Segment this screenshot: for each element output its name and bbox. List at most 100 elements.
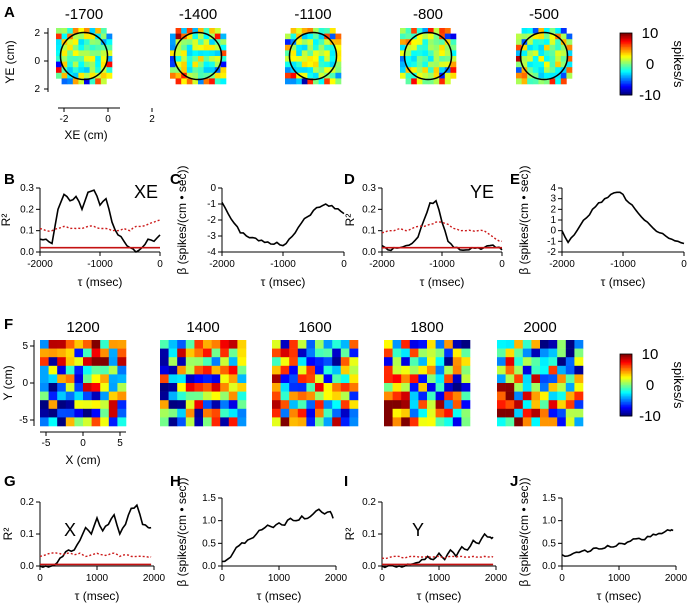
heatmap-cell — [439, 50, 446, 57]
heatmap-cell — [181, 39, 188, 46]
heatmap-cell — [108, 357, 118, 367]
heatmap-cell — [444, 348, 454, 358]
heatmap-cell — [565, 357, 575, 367]
heatmap-cell — [349, 340, 359, 349]
colorbar-step — [620, 375, 632, 378]
heatmap-cell — [83, 408, 92, 418]
heatmap-cell — [444, 72, 451, 79]
annotation-B: XE — [134, 182, 158, 202]
ytick-C: 0 — [210, 183, 216, 194]
heatmap-cell — [106, 39, 113, 46]
heatmap-cell — [289, 365, 299, 375]
colorbar-step — [620, 34, 632, 37]
xlabel-E: τ (msec) — [601, 275, 646, 289]
heatmap-cell — [566, 50, 573, 57]
heatmap-cell — [555, 67, 562, 74]
heatmap-cell — [557, 374, 567, 384]
heatmap-cell — [422, 28, 429, 34]
heatmap-cell — [106, 72, 113, 79]
panel-letter-F: F — [4, 316, 13, 333]
heatmap-cell — [329, 61, 336, 68]
colorbar-step — [620, 363, 632, 366]
heatmap-cell — [422, 67, 429, 74]
ytick-D: 0.2 — [362, 204, 376, 215]
heatmap-cell — [444, 50, 451, 57]
heatmap-cell — [168, 391, 178, 401]
xlabel-C: τ (msec) — [261, 275, 306, 289]
heatmap-cell — [548, 340, 558, 349]
heatmap-cell — [78, 72, 85, 79]
heatmap-cell — [549, 50, 556, 57]
colorbar-A — [619, 32, 633, 96]
heatmap-cell — [401, 348, 411, 358]
heatmap-cell — [100, 28, 107, 34]
heatmap-cell — [211, 417, 221, 427]
heatmap-cell — [95, 72, 102, 79]
heatmap-cell — [349, 383, 359, 392]
heatmap-cell — [439, 61, 446, 68]
heatmap-cell — [566, 61, 573, 68]
heatmap-cell — [318, 44, 325, 51]
heatmap-cell — [435, 417, 445, 427]
xtick-D: 0 — [499, 259, 505, 270]
heatmap-cell — [532, 28, 539, 34]
heatmap-cell — [67, 61, 74, 68]
heatmap-cell — [557, 348, 567, 358]
heatmap-cell — [384, 374, 393, 384]
xtick-J: 1000 — [608, 573, 631, 584]
heatmap-cell — [313, 33, 319, 40]
heatmap-cell — [411, 56, 418, 62]
heatmap-cell — [56, 50, 62, 57]
heatmap-cell — [540, 357, 549, 367]
heatmap-cell — [306, 383, 316, 392]
heatmap-cell — [405, 28, 412, 34]
heatmap-cell — [411, 78, 418, 85]
heatmap-cell — [72, 28, 79, 34]
heatmap-cell — [538, 50, 545, 57]
colorbar-step — [620, 43, 632, 46]
colorbar-step — [620, 50, 632, 53]
heatmap-cell — [117, 391, 127, 401]
heatmap-cell — [181, 44, 188, 51]
heatmap-cell — [450, 67, 457, 74]
heatmap-cell — [220, 72, 227, 79]
heatmap-cell — [297, 348, 307, 358]
heatmap-cell — [521, 56, 528, 62]
heatmap-cell — [315, 348, 324, 358]
heatmap-cell — [538, 56, 545, 62]
heatmap-cell — [418, 400, 428, 410]
heatmap-cell — [557, 365, 567, 375]
heatmap-cell — [177, 365, 187, 375]
heatmap-cell — [72, 61, 79, 68]
heatmap-cell — [67, 28, 74, 34]
heatmap-cell — [340, 417, 350, 427]
heatmap-cell — [335, 67, 342, 74]
heatmap-cell — [323, 417, 333, 427]
heatmap-cell — [540, 400, 549, 410]
heatmap-cell — [214, 28, 221, 34]
heatmap-cell — [194, 365, 204, 375]
heatmap-cell — [461, 357, 471, 367]
heatmap-cell — [175, 33, 182, 40]
heatmap-cell — [329, 44, 336, 51]
heatmap-cell — [237, 348, 247, 358]
heatmap-cell — [557, 417, 567, 427]
ytick-E: 3 — [550, 194, 556, 205]
heatmap-cell — [57, 374, 67, 384]
heatmap-cell — [392, 383, 402, 392]
heatmap-cell — [544, 33, 550, 40]
heatmap-cell — [289, 417, 299, 427]
heatmap-cell — [211, 348, 221, 358]
heatmap-cell — [574, 417, 584, 427]
heatmap-cell — [160, 348, 169, 358]
heatmap-title-A: -800 — [413, 6, 443, 23]
xtick-B: -2000 — [27, 259, 53, 270]
heatmap-cell — [329, 72, 336, 79]
heatmap-cell — [91, 348, 101, 358]
heatmap-cell — [194, 348, 204, 358]
series-C-beta — [221, 201, 345, 247]
colorbar-step — [620, 403, 632, 406]
heatmap-cell — [48, 340, 58, 349]
heatmap-cell — [416, 67, 423, 74]
heatmap-cell — [117, 374, 127, 384]
